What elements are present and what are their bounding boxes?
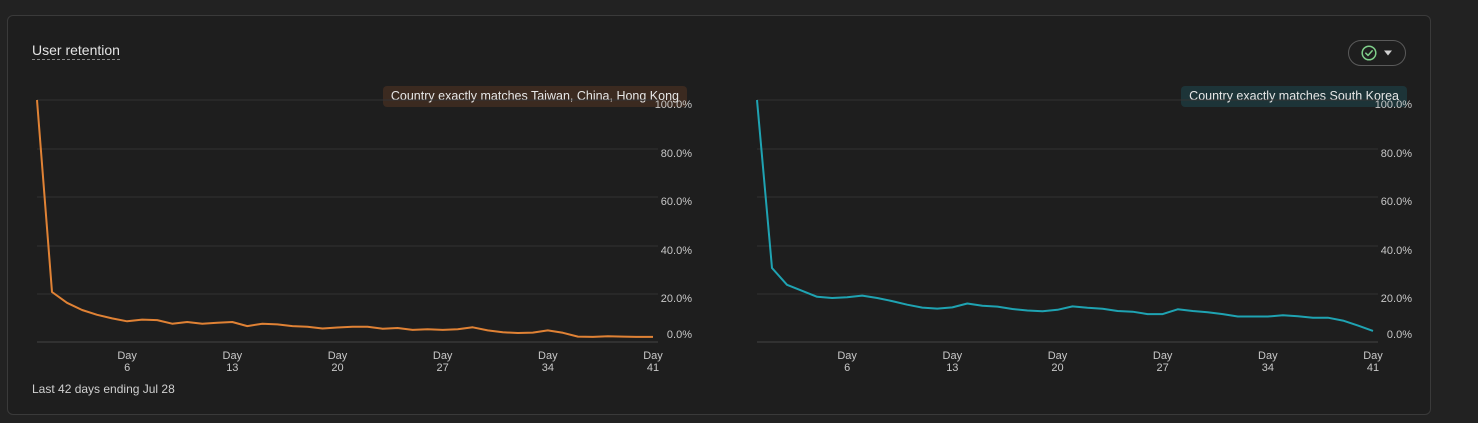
date-range-text: Last 42 days ending Jul 28 bbox=[32, 382, 175, 396]
y-tick-label: 60.0% bbox=[1381, 196, 1412, 208]
x-tick-label: Day bbox=[538, 350, 558, 362]
y-tick-label: 0.0% bbox=[667, 329, 692, 341]
x-tick-value: 6 bbox=[844, 362, 850, 374]
y-tick-label: 40.0% bbox=[1381, 245, 1412, 257]
x-tick-value: 34 bbox=[1262, 362, 1274, 374]
x-tick-value: 27 bbox=[437, 362, 449, 374]
x-tick-value: 34 bbox=[542, 362, 554, 374]
y-tick-label: 80.0% bbox=[1381, 148, 1412, 160]
y-tick-label: 100.0% bbox=[655, 99, 693, 111]
y-tick-label: 60.0% bbox=[661, 196, 692, 208]
x-tick-label: Day bbox=[1153, 350, 1173, 362]
caret-down-icon bbox=[1383, 50, 1393, 56]
retention-chart-left: 100.0%80.0%60.0%40.0%20.0%0.0%Day6Day13D… bbox=[36, 99, 693, 374]
x-tick-label: Day bbox=[433, 350, 453, 362]
x-tick-label: Day bbox=[1258, 350, 1278, 362]
y-tick-label: 80.0% bbox=[661, 148, 692, 160]
x-tick-label: Day bbox=[328, 350, 348, 362]
x-tick-value: 27 bbox=[1157, 362, 1169, 374]
x-tick-value: 41 bbox=[1367, 362, 1379, 374]
x-tick-value: 20 bbox=[1051, 362, 1063, 374]
x-tick-value: 6 bbox=[124, 362, 130, 374]
series-line bbox=[756, 99, 1374, 332]
retention-card: User retention Country exactly matches T… bbox=[7, 15, 1431, 415]
x-tick-label: Day bbox=[943, 350, 963, 362]
x-tick-label: Day bbox=[117, 350, 137, 362]
x-tick-value: 13 bbox=[946, 362, 958, 374]
x-tick-label: Day bbox=[1048, 350, 1068, 362]
y-tick-label: 20.0% bbox=[1381, 293, 1412, 305]
series-line bbox=[36, 99, 653, 338]
retention-chart-right: 100.0%80.0%60.0%40.0%20.0%0.0%Day6Day13D… bbox=[756, 99, 1413, 374]
x-tick-value: 41 bbox=[647, 362, 659, 374]
x-tick-label: Day bbox=[837, 350, 857, 362]
y-tick-label: 20.0% bbox=[661, 293, 692, 305]
x-tick-label: Day bbox=[1363, 350, 1383, 362]
card-title[interactable]: User retention bbox=[32, 42, 120, 60]
x-tick-value: 13 bbox=[226, 362, 238, 374]
y-tick-label: 0.0% bbox=[1387, 329, 1412, 341]
x-tick-value: 20 bbox=[331, 362, 343, 374]
y-tick-label: 40.0% bbox=[661, 245, 692, 257]
x-tick-label: Day bbox=[223, 350, 243, 362]
check-circle-icon bbox=[1361, 45, 1377, 61]
y-tick-label: 100.0% bbox=[1375, 99, 1413, 111]
status-dropdown[interactable] bbox=[1348, 40, 1406, 66]
x-tick-label: Day bbox=[643, 350, 663, 362]
